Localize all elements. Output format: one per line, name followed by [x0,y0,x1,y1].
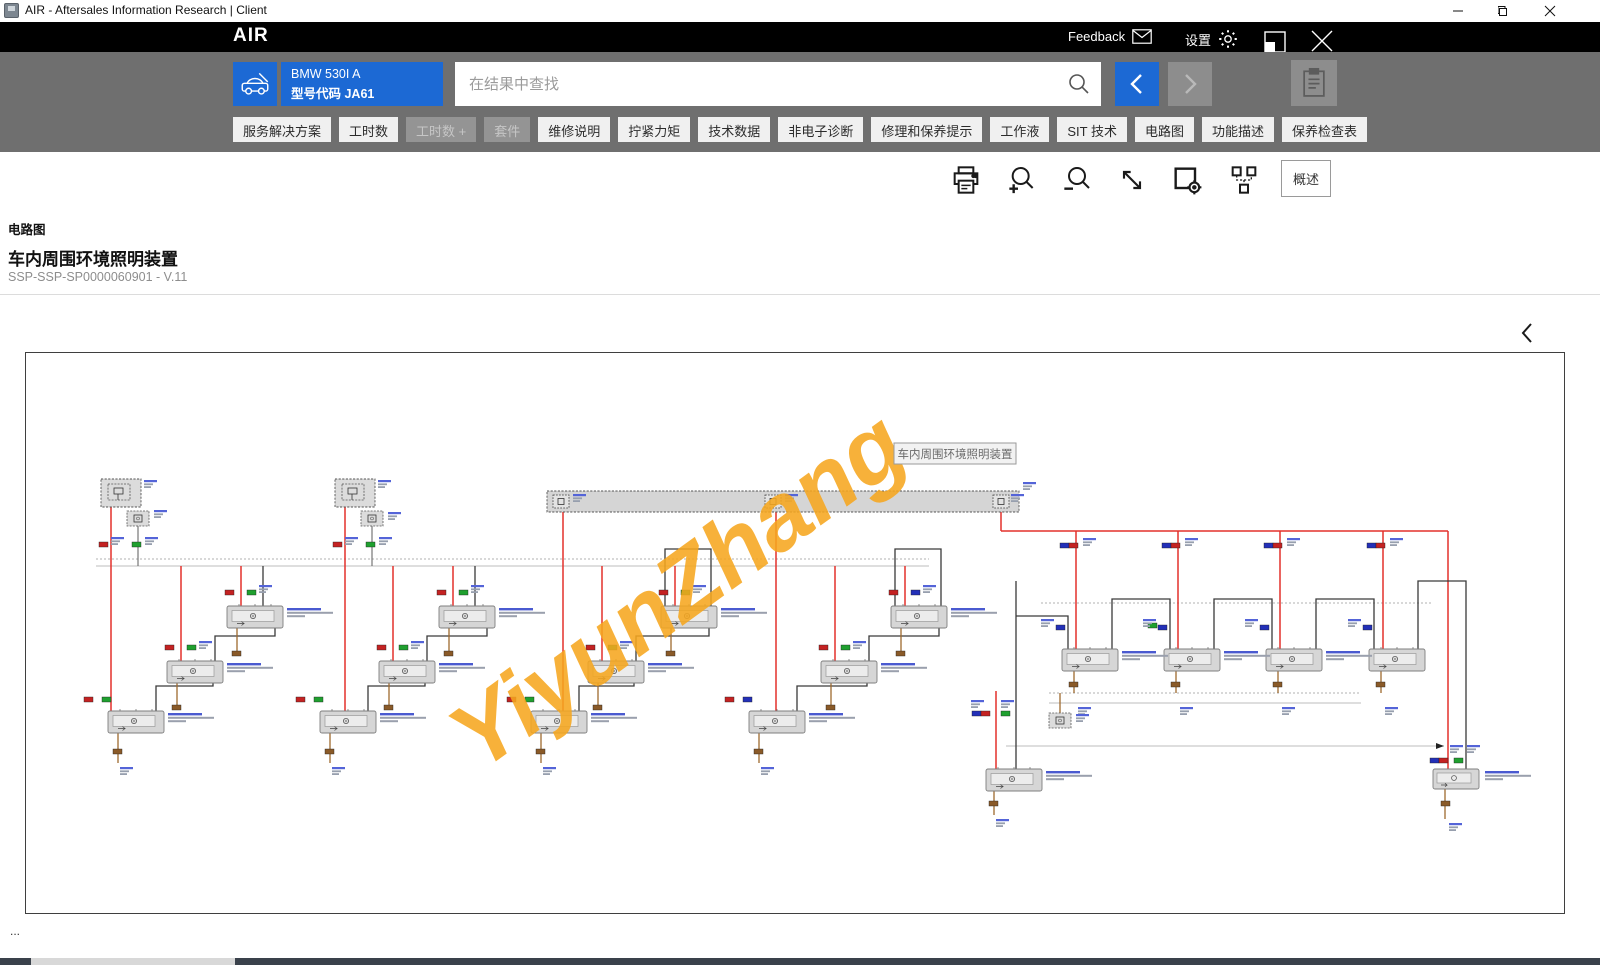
tab-repair-maintenance-tips[interactable]: 修理和保养提示 [871,117,983,142]
restore-button[interactable] [1481,0,1527,22]
tab-service-solutions[interactable]: 服务解决方案 [233,117,332,142]
tab-maintenance-checklist[interactable]: 保养检查表 [1282,117,1368,142]
page-title: 车内周围环境照明装置 [8,250,178,269]
tab-labor-hours[interactable]: 工时数 [339,117,399,142]
divider [0,294,1600,295]
search-icon[interactable] [1067,72,1091,96]
close-content-button[interactable] [1310,29,1334,53]
breadcrumb: 电路图 [8,223,46,237]
vehicle-info-chip[interactable]: BMW 530I A 型号代码 JA61 [281,62,443,106]
chevron-right-icon [1185,74,1197,94]
tab-sit-technology[interactable]: SIT 技术 [1057,117,1127,142]
feedback-button[interactable]: Feedback [1068,29,1152,44]
zoom-in-button[interactable] [1004,162,1040,198]
wiring-diagram: YiyunZhang 车内周围环境照明装置 [83,390,1531,831]
snapshot-button[interactable] [1169,162,1205,198]
nav-back-button[interactable] [1115,62,1159,106]
horizontal-scrollbar[interactable] [0,958,1600,965]
brand-logo: AIR [233,25,269,46]
envelope-icon [1132,29,1152,44]
resize-arrows-icon [1122,170,1142,190]
network-tree-icon [1231,166,1257,194]
tab-repair-instructions[interactable]: 维修说明 [538,117,611,142]
wiring-diagram-canvas[interactable]: YiyunZhang 车内周围环境照明装置 [25,352,1565,914]
fit-to-screen-button[interactable] [1114,162,1150,198]
search-box [455,62,1101,106]
zoom-in-icon [1009,167,1034,194]
scrollbar-thumb[interactable] [31,958,235,965]
settings-button[interactable]: 设置 [1185,29,1238,49]
gear-icon [1219,30,1237,48]
document-list-button[interactable] [1291,60,1337,106]
watermark: YiyunZhang [430,390,924,789]
printer-icon [953,166,979,194]
app-header: AIR Feedback 设置 [0,22,1600,53]
capture-region-icon [1174,167,1202,195]
tabs: 服务解决方案 工时数 工时数 + 套件 维修说明 拧紧力矩 技术数据 非电子诊断 修理和保养提示… [233,117,1368,142]
tab-tightening-torque[interactable]: 拧紧力矩 [618,117,691,142]
zoom-out-icon [1064,167,1090,190]
window-title: AIR - Aftersales Information Research | … [25,3,267,17]
vehicle-code: 型号代码 JA61 [291,87,375,101]
chevron-left-icon [1521,323,1532,343]
more-indicator: ... [10,924,21,938]
os-title-bar: AIR - Aftersales Information Research | … [0,0,1600,22]
diagram-tooltip-text: 车内周围环境照明装置 [898,447,1013,461]
topology-button[interactable] [1226,162,1262,198]
vehicle-button[interactable] [233,62,277,106]
minimize-button[interactable] [1435,0,1481,22]
tab-labor-hours-plus: 工时数 + [406,117,477,142]
zoom-out-button[interactable] [1059,162,1095,198]
diagram-tooltip: 车内周围环境照明装置 [893,442,1017,465]
nav-forward-button[interactable] [1168,62,1212,106]
tab-non-electronic-diagnosis[interactable]: 非电子诊断 [778,117,864,142]
vehicle-model: BMW 530I A [291,67,361,81]
search-input[interactable] [455,62,1101,106]
tab-fluids[interactable]: 工作液 [990,117,1050,142]
diagram-toolbar: 概述 [0,160,1600,200]
car-icon [241,72,269,95]
tab-technical-data[interactable]: 技术数据 [698,117,771,142]
clipboard-icon [1303,67,1325,97]
close-icon [1311,30,1333,52]
tab-function-description[interactable]: 功能描述 [1201,117,1274,142]
overview-button[interactable]: 概述 [1281,160,1331,197]
tab-circuit-diagram[interactable]: 电路图 [1134,117,1194,142]
close-button[interactable] [1527,0,1573,22]
chevron-left-icon [1130,74,1142,94]
print-button[interactable] [948,162,984,198]
document-id: SSP-SSP-SP0000060901 - V.11 [8,270,188,284]
app-icon [4,3,19,18]
tab-kits: 套件 [484,117,531,142]
collapse-panel-button[interactable] [1514,320,1540,346]
